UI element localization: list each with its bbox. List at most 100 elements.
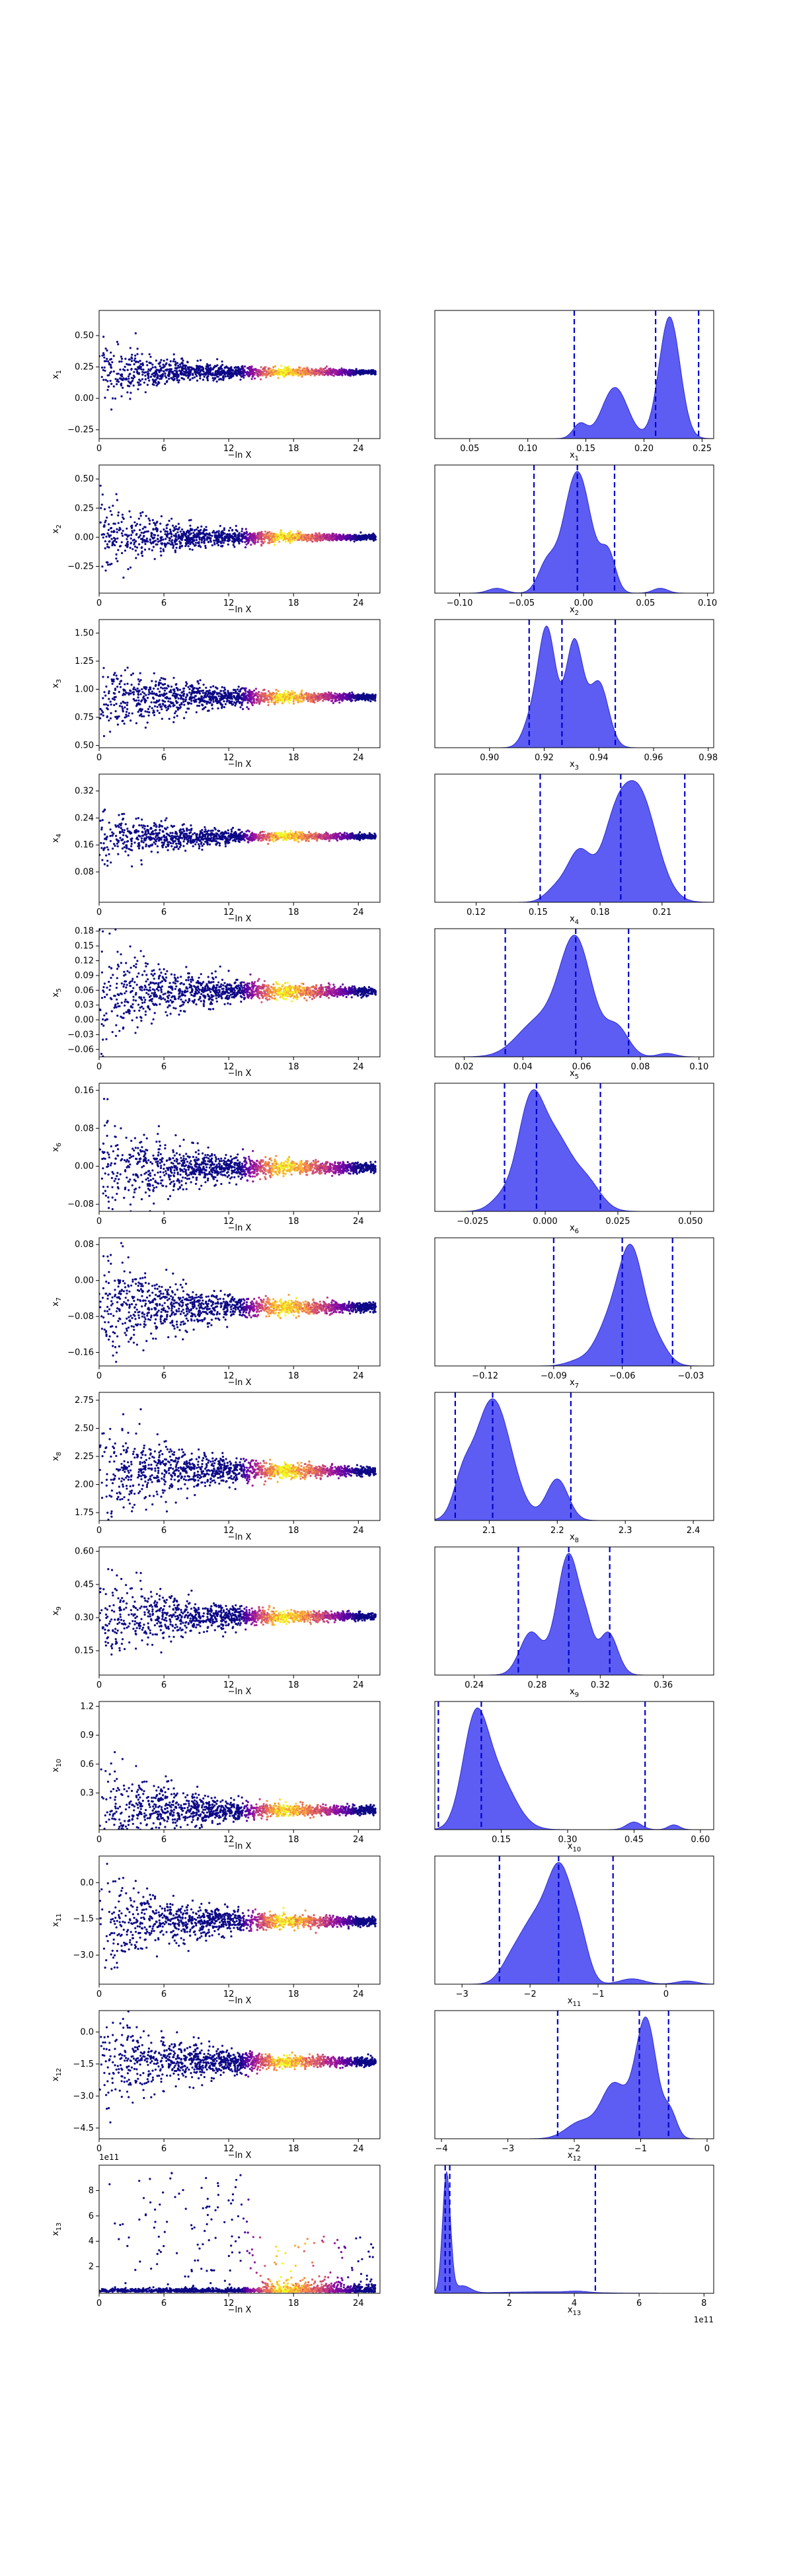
trace-point (302, 371, 305, 374)
density-x-label-sub: 3 (575, 764, 579, 771)
trace-point (126, 369, 129, 371)
trace-point (187, 703, 190, 705)
trace-point (362, 373, 365, 375)
trace-point (141, 715, 143, 718)
trace-point (280, 533, 282, 536)
trace-point (291, 693, 293, 696)
trace-point (205, 696, 208, 699)
trace-point (222, 690, 225, 692)
y-tick-label: 1.50 (75, 628, 94, 638)
trace-point (250, 695, 253, 698)
trace-point (143, 381, 145, 384)
trace-point (115, 493, 118, 495)
trace-point (159, 694, 161, 696)
trace-point (176, 706, 178, 709)
trace-point (209, 540, 212, 543)
trace-point (212, 379, 215, 382)
trace-point (151, 707, 153, 709)
trace-point (204, 544, 207, 548)
trace-point (118, 529, 120, 532)
trace-point (200, 536, 203, 540)
trace-point (138, 714, 141, 717)
trace-point (151, 378, 154, 381)
trace-point (157, 369, 160, 371)
trace-point (208, 696, 211, 699)
trace-point (190, 366, 193, 369)
trace-point (176, 531, 179, 534)
trace-point (203, 528, 206, 530)
trace-point (130, 356, 133, 359)
trace-point (220, 698, 223, 700)
trace-point (307, 696, 310, 698)
trace-point (102, 536, 104, 539)
trace-point (174, 532, 177, 536)
trace-point (202, 704, 204, 707)
trace-point (126, 682, 129, 685)
trace-point (161, 683, 164, 686)
trace-point (150, 850, 153, 853)
trace-point (211, 534, 213, 537)
trace-point (137, 361, 139, 363)
trace-point (208, 709, 210, 712)
trace-points (99, 808, 377, 868)
trace-point (273, 536, 276, 538)
trace-point (307, 539, 310, 542)
trace-point (180, 703, 183, 705)
trace-point (301, 700, 303, 703)
trace-point (106, 704, 109, 707)
trace-point (188, 688, 191, 690)
trace-point (134, 550, 137, 552)
trace-point (102, 676, 104, 678)
trace-point (287, 365, 290, 368)
trace-point (174, 538, 177, 540)
trace-point (358, 369, 361, 372)
trace-point (346, 372, 349, 375)
trace-point (135, 524, 137, 527)
trace-point (138, 680, 141, 683)
trace-point (198, 545, 200, 548)
trace-point (137, 388, 139, 390)
trace-point (311, 369, 314, 372)
trace-point (176, 375, 180, 378)
trace-point (172, 360, 174, 363)
trace-point (326, 371, 328, 373)
trace-point (230, 692, 233, 694)
trace-point (143, 548, 147, 551)
trace-point (125, 713, 128, 716)
trace-point (283, 699, 286, 701)
trace-point (174, 525, 177, 528)
trace-point (103, 366, 106, 369)
trace-point (126, 701, 129, 704)
trace-point (328, 698, 331, 700)
trace-point (164, 373, 167, 375)
trace-point (263, 534, 266, 537)
trace-point (297, 369, 299, 371)
trace-point (141, 371, 144, 373)
trace-point (169, 364, 172, 367)
trace-point (114, 696, 117, 698)
trace-point (137, 367, 140, 370)
trace-point (321, 536, 324, 538)
trace-point (223, 527, 225, 530)
trace-point (196, 704, 199, 707)
trace-point (328, 367, 330, 371)
trace-point (339, 696, 342, 698)
trace-point (110, 408, 113, 411)
x-tick-label: 0.94 (589, 753, 609, 763)
trace-point (225, 698, 228, 700)
trace-point (121, 552, 124, 555)
trace-point (307, 373, 309, 375)
trace-point (161, 375, 164, 378)
trace-point (316, 539, 319, 542)
trace-point (231, 528, 234, 532)
trace-point (217, 532, 220, 534)
trace-point (362, 534, 365, 537)
trace-point (188, 369, 191, 371)
trace-point (182, 536, 184, 538)
trace-point (292, 537, 295, 540)
trace-point (135, 557, 137, 559)
trace-point (244, 546, 247, 549)
trace-point (155, 694, 157, 696)
trace-point (202, 692, 204, 694)
trace-point (160, 554, 163, 557)
